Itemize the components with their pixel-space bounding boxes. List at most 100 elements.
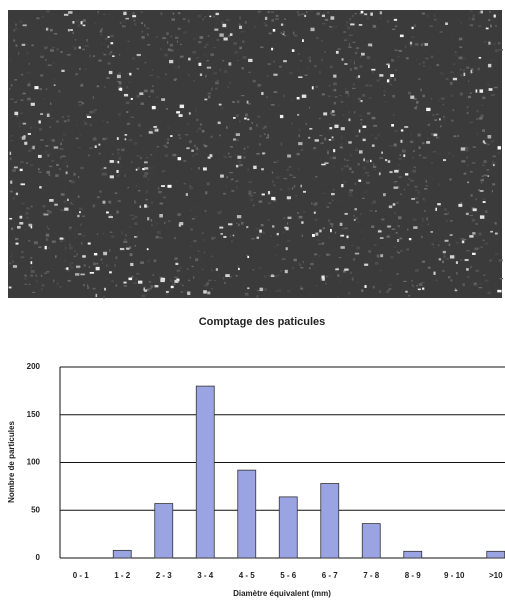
texture xyxy=(304,142,307,145)
texture xyxy=(450,71,454,73)
texture xyxy=(287,290,291,292)
texture xyxy=(271,235,272,237)
speckle xyxy=(219,227,223,229)
speckle xyxy=(473,208,477,211)
texture xyxy=(423,65,425,67)
texture xyxy=(195,107,197,108)
texture xyxy=(264,34,266,35)
texture xyxy=(146,157,148,158)
texture xyxy=(26,162,28,164)
texture xyxy=(479,270,481,272)
texture xyxy=(461,22,462,23)
texture xyxy=(193,80,195,81)
texture xyxy=(190,257,191,259)
texture xyxy=(478,25,481,27)
x-tick-label: 7 - 8 xyxy=(363,571,380,580)
texture xyxy=(236,223,237,224)
texture xyxy=(410,46,413,47)
texture xyxy=(446,220,447,223)
texture xyxy=(364,190,368,193)
texture xyxy=(213,16,215,18)
texture xyxy=(140,135,143,137)
texture xyxy=(196,147,198,150)
x-axis-label: Diamètre équivalent (mm) xyxy=(233,589,331,598)
speckle xyxy=(109,271,112,273)
texture xyxy=(344,159,345,161)
texture xyxy=(482,175,484,177)
texture xyxy=(118,200,121,202)
texture xyxy=(166,105,169,107)
texture xyxy=(341,137,343,139)
texture xyxy=(367,56,371,59)
texture xyxy=(132,218,135,220)
speckle xyxy=(321,164,325,166)
texture xyxy=(414,24,415,27)
texture xyxy=(74,251,76,252)
texture xyxy=(94,144,96,145)
photo-background xyxy=(8,10,502,298)
texture xyxy=(272,59,275,60)
texture xyxy=(60,210,64,211)
texture xyxy=(421,236,423,238)
texture xyxy=(99,191,101,193)
speckle xyxy=(280,115,283,118)
speckle xyxy=(433,134,437,137)
texture xyxy=(11,84,13,86)
texture xyxy=(295,195,298,196)
texture xyxy=(421,282,425,283)
texture xyxy=(258,11,261,13)
texture xyxy=(247,169,249,172)
texture xyxy=(422,218,423,219)
texture xyxy=(475,168,476,170)
texture xyxy=(354,60,355,63)
texture xyxy=(242,67,244,69)
speckle xyxy=(178,157,182,160)
texture xyxy=(287,187,290,190)
texture xyxy=(264,105,266,108)
texture xyxy=(345,88,347,91)
bar xyxy=(404,551,422,558)
texture xyxy=(29,63,30,65)
texture xyxy=(275,18,279,19)
texture xyxy=(50,29,53,31)
speckle xyxy=(236,165,238,168)
texture xyxy=(67,257,70,260)
texture xyxy=(177,213,180,216)
speckle xyxy=(262,152,265,154)
texture xyxy=(486,169,489,170)
texture xyxy=(93,138,97,141)
texture xyxy=(419,283,423,285)
speckle xyxy=(225,274,229,277)
texture xyxy=(226,126,227,129)
x-tick-label: 4 - 5 xyxy=(239,571,256,580)
texture xyxy=(166,293,168,294)
texture xyxy=(310,294,311,296)
texture xyxy=(348,94,349,97)
speckle xyxy=(116,170,118,173)
bar xyxy=(362,524,380,558)
speckle xyxy=(123,12,126,15)
texture xyxy=(417,134,420,137)
texture xyxy=(360,122,361,124)
texture xyxy=(203,54,207,57)
texture xyxy=(319,135,322,136)
speckle xyxy=(363,158,365,161)
texture xyxy=(233,42,237,45)
texture xyxy=(349,18,351,20)
texture xyxy=(470,11,473,12)
texture xyxy=(38,246,41,248)
speckle xyxy=(344,63,347,65)
texture xyxy=(472,18,475,21)
texture xyxy=(375,137,378,140)
texture xyxy=(58,290,61,292)
speckle xyxy=(179,114,183,117)
texture xyxy=(273,184,276,186)
texture xyxy=(324,51,326,52)
texture xyxy=(83,284,84,286)
texture xyxy=(462,69,463,72)
speckle xyxy=(422,288,424,290)
texture xyxy=(436,64,439,66)
speckle xyxy=(144,204,147,207)
texture xyxy=(411,36,415,38)
texture xyxy=(329,26,332,28)
